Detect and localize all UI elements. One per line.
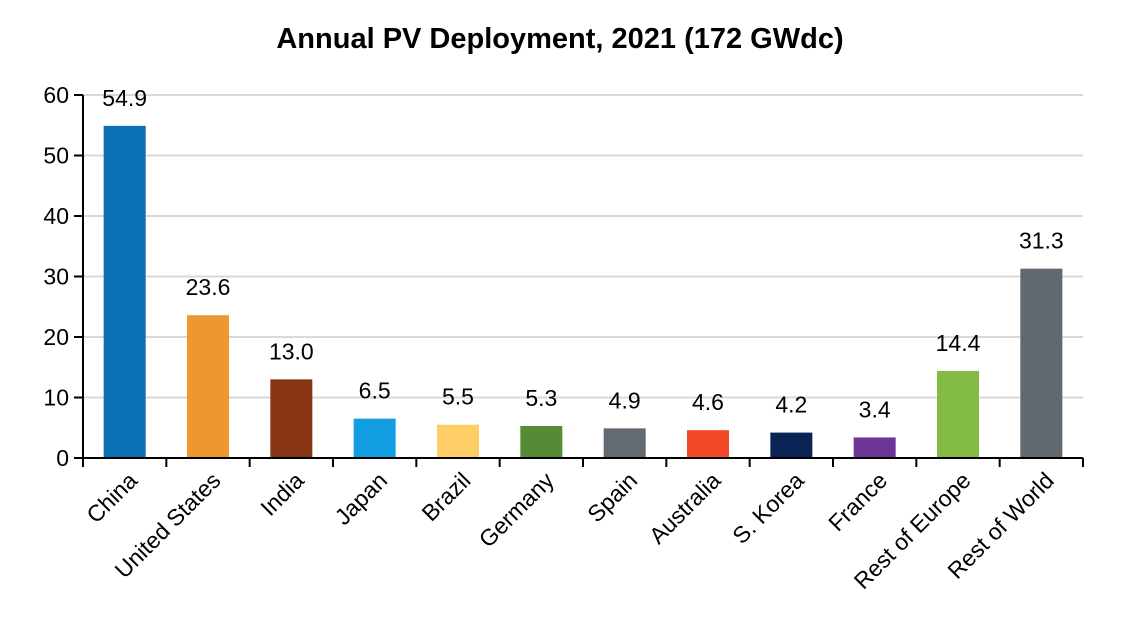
- data-label: 5.5: [442, 384, 474, 410]
- data-label: 4.9: [609, 387, 641, 413]
- y-tick-label: 20: [43, 324, 69, 350]
- data-label: 23.6: [186, 274, 231, 300]
- x-tick-label: S. Korea: [727, 467, 809, 549]
- x-tick-label: Australia: [644, 467, 726, 549]
- y-tick-label: 30: [43, 264, 69, 290]
- bar-brazil: [437, 424, 479, 458]
- y-tick-label: 10: [43, 385, 69, 411]
- bar-s-korea: [770, 432, 813, 458]
- x-tick-label: Brazil: [416, 467, 475, 526]
- data-label: 4.6: [692, 389, 724, 415]
- x-tick-label: France: [823, 467, 892, 536]
- axes: [74, 94, 1084, 467]
- data-label: 13.0: [269, 338, 314, 364]
- bar-spain: [603, 428, 646, 458]
- chart-title: Annual PV Deployment, 2021 (172 GWdc): [276, 23, 843, 55]
- bar-rest-of-europe: [937, 370, 979, 458]
- y-tick-label: 60: [43, 82, 69, 108]
- y-tick-label: 50: [43, 143, 69, 169]
- y-tick-label: 0: [56, 445, 69, 471]
- bar-france: [853, 437, 896, 458]
- bars: [103, 125, 1063, 458]
- bar-united-states: [187, 315, 229, 458]
- x-tick-label: India: [255, 467, 309, 521]
- data-label: 6.5: [359, 378, 391, 404]
- x-tick-label: China: [81, 467, 142, 528]
- data-label: 31.3: [1019, 228, 1064, 254]
- y-tick-label: 40: [43, 203, 69, 229]
- data-label: 4.2: [775, 392, 807, 418]
- data-label: 5.3: [525, 385, 557, 411]
- bar-japan: [353, 418, 396, 458]
- x-tick-label: Japan: [330, 467, 393, 530]
- data-label: 54.9: [102, 85, 147, 111]
- data-label: 14.4: [936, 330, 981, 356]
- gridlines: [83, 94, 1083, 399]
- x-tick-label: Spain: [582, 467, 642, 527]
- bar-china: [103, 125, 146, 458]
- data-label: 3.4: [859, 396, 891, 422]
- bar-australia: [687, 430, 729, 458]
- bar-india: [270, 379, 313, 458]
- bar-rest-of-world: [1020, 268, 1063, 458]
- x-tick-label: Germany: [474, 467, 560, 553]
- bar-germany: [520, 425, 563, 458]
